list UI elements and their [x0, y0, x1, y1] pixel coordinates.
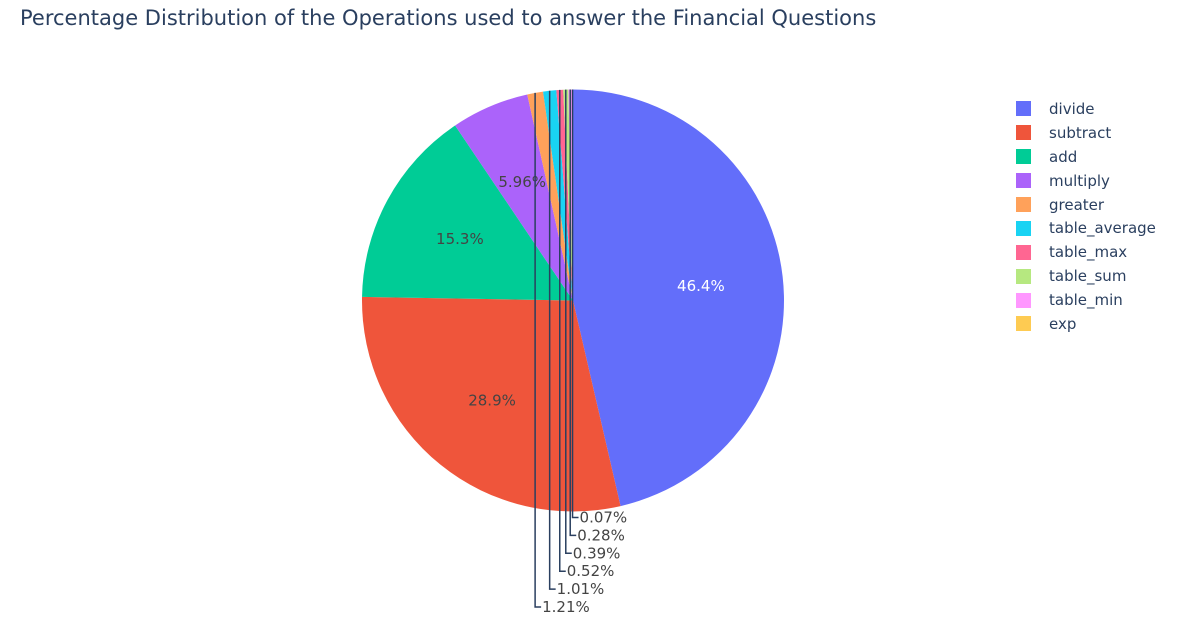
- legend-swatch: [1016, 149, 1031, 165]
- leader-line-table-max: [559, 89, 566, 572]
- legend-label: subtract: [1049, 123, 1112, 142]
- legend-item-multiply[interactable]: multiply: [1016, 169, 1181, 193]
- slice-label-table-max: 0.52%: [567, 562, 615, 580]
- slice-label-subtract: 28.9%: [468, 392, 516, 410]
- legend-swatch: [1016, 101, 1031, 117]
- legend-item-greater[interactable]: greater: [1016, 193, 1181, 217]
- legend-item-table-sum[interactable]: table_sum: [1016, 264, 1181, 288]
- chart-title: Percentage Distribution of the Operation…: [20, 6, 877, 30]
- legend-swatch: [1016, 268, 1031, 284]
- legend-swatch: [1016, 220, 1031, 236]
- legend-label: table_max: [1049, 243, 1128, 262]
- leader-line-table-sum: [565, 89, 572, 555]
- legend-label: greater: [1049, 195, 1105, 214]
- leader-line-greater: [534, 92, 542, 608]
- legend-label: divide: [1049, 99, 1095, 118]
- legend-swatch: [1016, 292, 1031, 308]
- legend-label: multiply: [1049, 171, 1110, 190]
- legend-item-subtract[interactable]: subtract: [1016, 121, 1181, 145]
- slice-label-table-sum: 0.39%: [573, 544, 621, 562]
- legend-swatch: [1016, 197, 1031, 212]
- legend-label: table_average: [1049, 219, 1156, 238]
- slice-label-add: 15.3%: [436, 230, 484, 248]
- slice-label-divide: 46.4%: [677, 277, 725, 295]
- slice-label-table-average: 1.01%: [557, 580, 605, 598]
- legend-label: table_sum: [1049, 267, 1127, 286]
- slice-label-multiply: 5.96%: [498, 173, 546, 191]
- legend-item-table-min[interactable]: table_min: [1016, 288, 1181, 312]
- legend-item-add[interactable]: add: [1016, 145, 1181, 169]
- legend-item-table-max[interactable]: table_max: [1016, 240, 1181, 264]
- pie-slice-subtract[interactable]: [361, 296, 621, 512]
- legend-label: table_min: [1049, 291, 1123, 310]
- legend-swatch: [1016, 125, 1031, 141]
- pie-slice-divide[interactable]: [573, 89, 784, 507]
- legend-label: add: [1049, 147, 1078, 166]
- slice-label-exp: 0.07%: [580, 509, 628, 527]
- legend-item-table-average[interactable]: table_average: [1016, 216, 1181, 240]
- legend: divide subtract add multiply greater table_av…: [1016, 97, 1181, 336]
- legend-swatch: [1016, 173, 1031, 189]
- pie-slice-multiply[interactable]: [455, 94, 573, 301]
- legend-item-divide[interactable]: divide: [1016, 97, 1181, 121]
- slice-label-greater: 1.21%: [542, 598, 590, 616]
- legend-label: exp: [1049, 314, 1077, 333]
- leader-line-table-average: [548, 90, 556, 590]
- legend-swatch: [1016, 316, 1031, 332]
- slice-label-table-min: 0.28%: [577, 526, 625, 544]
- leader-line-exp: [571, 89, 579, 519]
- pie-slice-add[interactable]: [362, 125, 573, 301]
- legend-swatch: [1016, 244, 1031, 260]
- leader-line-table-min: [569, 89, 577, 537]
- legend-item-exp[interactable]: exp: [1016, 312, 1181, 336]
